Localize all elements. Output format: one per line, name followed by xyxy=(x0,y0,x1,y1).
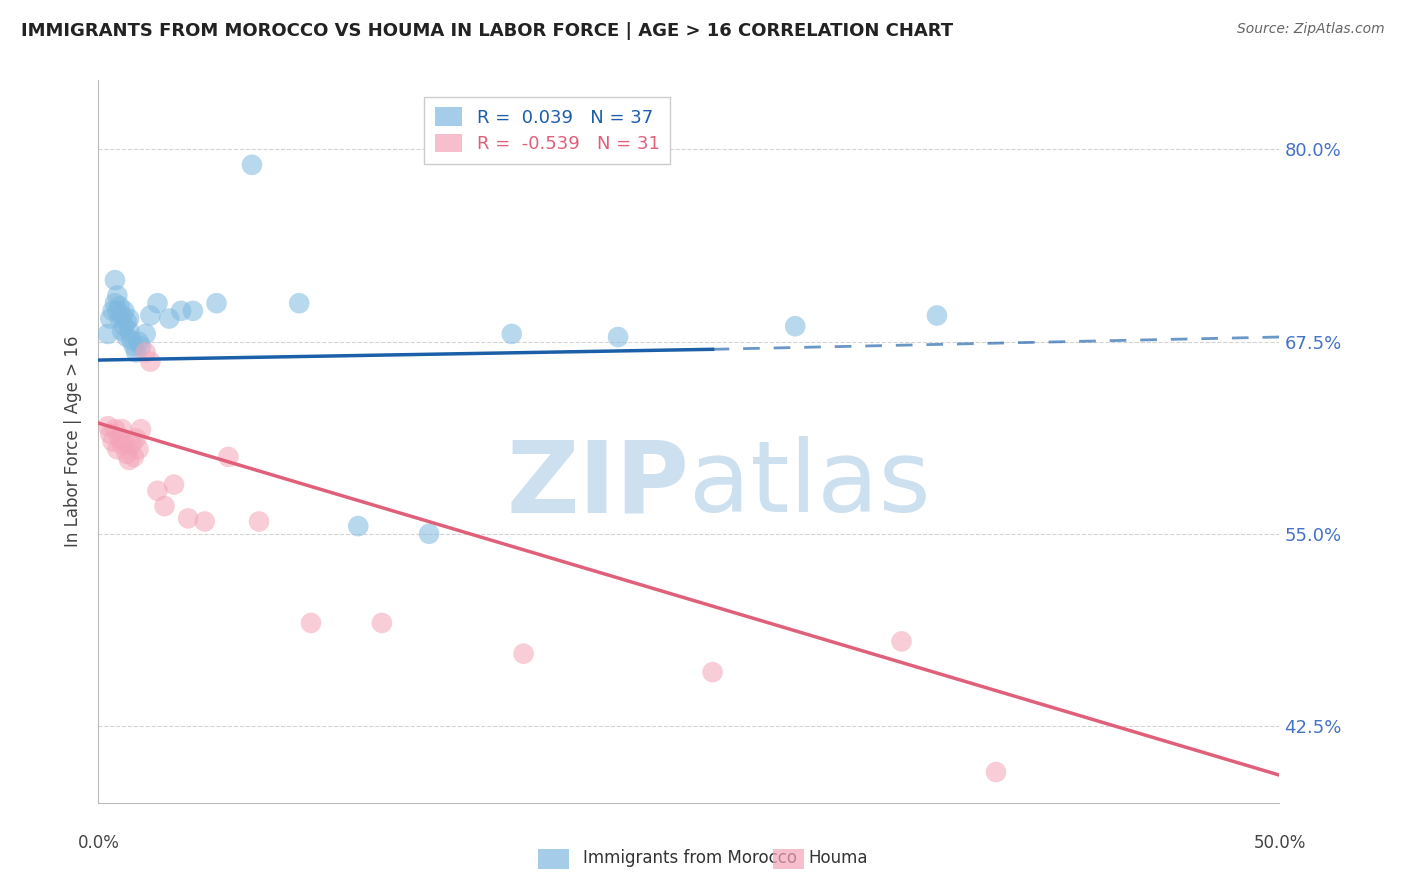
Point xyxy=(112,434,135,449)
Point xyxy=(101,434,124,449)
Point xyxy=(108,432,131,446)
Point xyxy=(194,515,217,529)
Text: 0.0%: 0.0% xyxy=(77,834,120,852)
Point xyxy=(122,450,145,464)
Point xyxy=(97,326,120,341)
Point xyxy=(240,158,263,172)
Point xyxy=(108,311,131,326)
Point xyxy=(170,304,193,318)
Point xyxy=(128,442,150,457)
Point xyxy=(104,296,127,310)
Text: IMMIGRANTS FROM MOROCCO VS HOUMA IN LABOR FORCE | AGE > 16 CORRELATION CHART: IMMIGRANTS FROM MOROCCO VS HOUMA IN LABO… xyxy=(21,22,953,40)
Point xyxy=(890,634,912,648)
Point xyxy=(205,296,228,310)
Point xyxy=(785,319,807,334)
Point xyxy=(118,324,141,338)
Point xyxy=(125,345,148,359)
Point xyxy=(299,615,322,630)
Point xyxy=(118,311,141,326)
Point xyxy=(98,426,121,441)
Point xyxy=(115,315,138,329)
Text: 50.0%: 50.0% xyxy=(1253,834,1306,852)
Point xyxy=(418,526,440,541)
Point xyxy=(135,326,157,341)
Point xyxy=(105,304,128,318)
Point xyxy=(125,432,148,446)
Point xyxy=(112,304,135,318)
Point xyxy=(153,499,176,513)
Point xyxy=(139,309,162,323)
Point xyxy=(984,765,1007,780)
Point xyxy=(121,437,143,451)
Text: atlas: atlas xyxy=(689,436,931,533)
Point xyxy=(115,330,138,344)
Point xyxy=(607,330,630,344)
Point xyxy=(97,419,120,434)
Point xyxy=(122,339,145,353)
Point xyxy=(108,299,131,313)
Point xyxy=(501,326,523,341)
Point xyxy=(157,311,180,326)
Point xyxy=(128,334,150,349)
Point xyxy=(347,519,370,533)
Point xyxy=(101,304,124,318)
Point xyxy=(371,615,394,630)
Point xyxy=(118,453,141,467)
Point xyxy=(111,324,134,338)
Point xyxy=(104,422,127,436)
Text: Immigrants from Morocco: Immigrants from Morocco xyxy=(583,849,797,867)
Point xyxy=(288,296,311,310)
Point xyxy=(146,483,169,498)
Point xyxy=(111,437,134,451)
Point xyxy=(925,309,948,323)
Text: Source: ZipAtlas.com: Source: ZipAtlas.com xyxy=(1237,22,1385,37)
Point xyxy=(146,296,169,310)
Point xyxy=(135,345,157,359)
Point xyxy=(98,311,121,326)
Point xyxy=(115,447,138,461)
Point xyxy=(111,309,134,323)
Point xyxy=(163,477,186,491)
Point xyxy=(104,273,127,287)
Point xyxy=(111,422,134,436)
Point xyxy=(121,333,143,347)
Point xyxy=(512,647,534,661)
Legend: R =  0.039   N = 37, R =  -0.539   N = 31: R = 0.039 N = 37, R = -0.539 N = 31 xyxy=(425,96,671,164)
Y-axis label: In Labor Force | Age > 16: In Labor Force | Age > 16 xyxy=(65,335,83,548)
Text: ZIP: ZIP xyxy=(506,436,689,533)
Text: Houma: Houma xyxy=(808,849,868,867)
Point xyxy=(702,665,724,680)
Point xyxy=(139,354,162,368)
Point xyxy=(105,442,128,457)
Point xyxy=(177,511,200,525)
Point xyxy=(105,288,128,302)
Point xyxy=(129,422,152,436)
Point xyxy=(217,450,239,464)
Point xyxy=(247,515,270,529)
Point xyxy=(112,319,135,334)
Point xyxy=(181,304,204,318)
Point xyxy=(129,339,152,353)
